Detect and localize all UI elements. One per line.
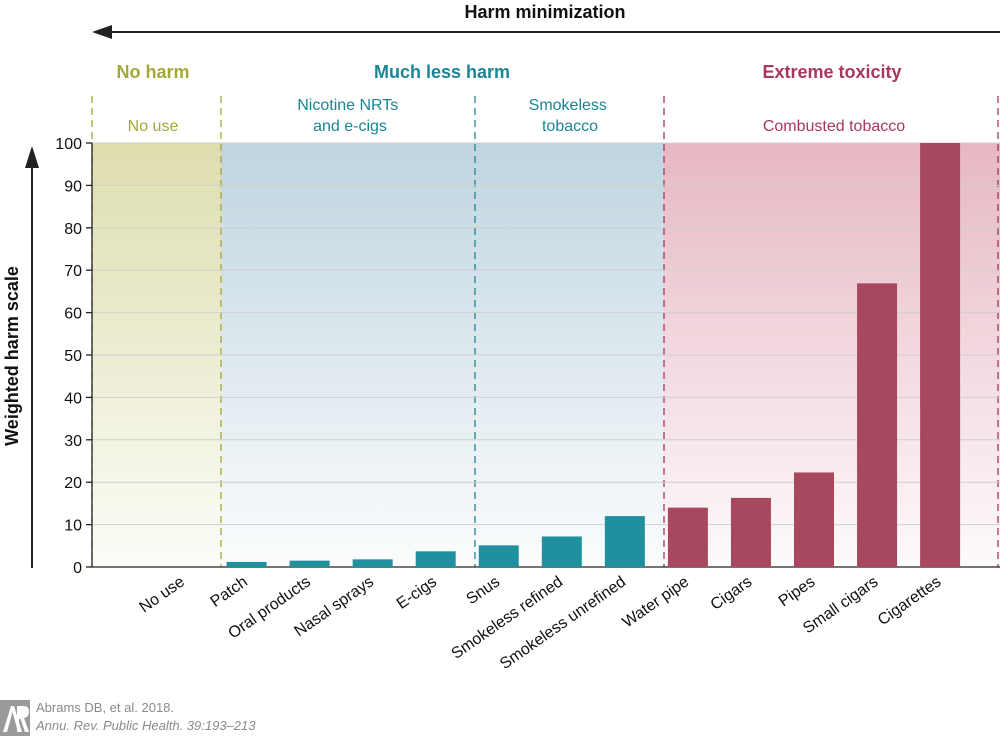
y-tick-label-100: 100 — [55, 136, 82, 153]
y-tick-label-50: 50 — [64, 348, 82, 365]
extreme-toxicity-heading: Extreme toxicity — [762, 62, 901, 82]
y-tick-label-10: 10 — [64, 518, 82, 535]
x-label-no-use: No use — [137, 573, 188, 616]
region-label-combusted: Combusted tobacco — [763, 118, 905, 135]
bar-snus — [478, 545, 519, 567]
bar-cigars — [730, 497, 771, 567]
harm-minimization-arrowhead — [92, 25, 112, 39]
y-tick-label-60: 60 — [64, 306, 82, 323]
x-label-cigarettes: Cigarettes — [875, 573, 944, 629]
bar-small-cigars — [857, 283, 898, 567]
y-tick-label-30: 30 — [64, 433, 82, 450]
citation-credit: Abrams DB, et al. 2018. Annu. Rev. Publi… — [0, 698, 400, 738]
bar-smokeless-unrefined — [604, 516, 645, 567]
bars — [226, 143, 961, 567]
x-label-pipes: Pipes — [776, 573, 819, 610]
x-label-snus: Snus — [463, 573, 503, 608]
y-tick-label-40: 40 — [64, 390, 82, 407]
bar-nasal-sprays — [352, 559, 393, 567]
x-label-patch: Patch — [208, 573, 251, 610]
y-tick-label-0: 0 — [73, 560, 82, 577]
bar-pipes — [794, 472, 834, 567]
x-label-e-cigs: E-cigs — [394, 573, 440, 612]
region-label-nicotine: Nicotine NRTs and e-cigs — [297, 97, 403, 135]
gridlines — [92, 142, 1000, 526]
y-axis-label: Weighted harm scale — [2, 266, 22, 446]
y-axis-ticks: 0 10 20 30 40 50 60 70 80 90 100 — [55, 136, 92, 577]
much-less-harm-heading: Much less harm — [374, 62, 510, 82]
bar-water-pipe — [667, 507, 708, 567]
y-tick-label-20: 20 — [64, 475, 82, 492]
x-label-cigars: Cigars — [708, 573, 756, 613]
y-tick-label-90: 90 — [64, 178, 82, 195]
bar-e-cigs — [415, 551, 456, 567]
bar-cigarettes — [920, 143, 961, 567]
y-tick-label-70: 70 — [64, 263, 82, 280]
region-label-no-use: No use — [128, 118, 179, 135]
harm-minimization-label: Harm minimization — [464, 2, 625, 22]
annual-reviews-logo — [0, 700, 30, 736]
citation-line-2: Annu. Rev. Public Health. 39:193–213 — [36, 718, 256, 733]
citation-line-1: Abrams DB, et al. 2018. — [36, 700, 175, 715]
bar-oral-products — [289, 560, 330, 567]
no-harm-heading: No harm — [116, 62, 189, 82]
region-label-smokeless: Smokeless tobacco — [529, 97, 612, 135]
x-label-water-pipe: Water pipe — [620, 573, 693, 631]
bar-patch — [226, 561, 267, 567]
y-tick-label-80: 80 — [64, 221, 82, 238]
x-label-smokeless-refined: Smokeless refined — [449, 573, 567, 662]
y-axis-arrowhead — [25, 146, 39, 168]
bar-smokeless-refined — [541, 536, 582, 567]
